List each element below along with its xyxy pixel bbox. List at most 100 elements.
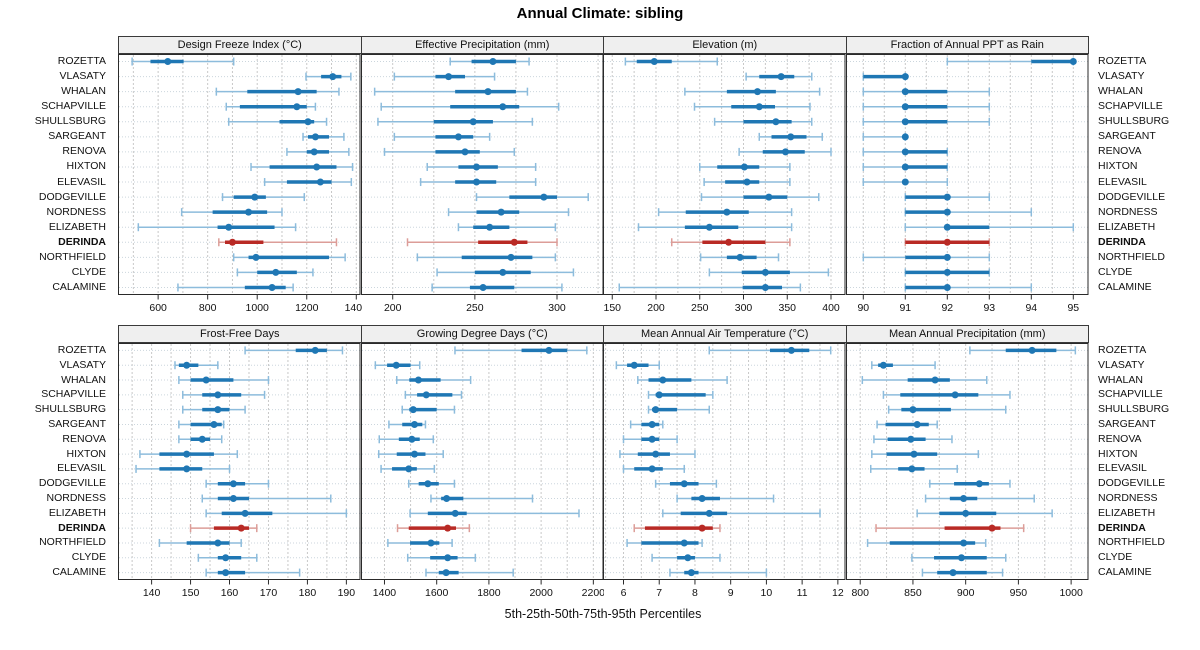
axis-tick-label: 2200 (581, 587, 604, 599)
site-label: NORTHFIELD (1098, 250, 1165, 263)
site-label: SHULLSBURG (1098, 403, 1170, 416)
axis-tick-label: 90 (857, 302, 869, 314)
axis-tick-label: 170 (260, 587, 278, 599)
site-label: VLASATY (59, 358, 107, 371)
axis-tick-label: 300 (735, 302, 753, 314)
site-label: NORDNESS (46, 492, 106, 505)
site-label: RENOVA (1098, 145, 1142, 158)
panel-header: Elevation (m) (603, 36, 847, 54)
chart-title: Annual Climate: sibling (516, 5, 684, 22)
axis-tick-label: 1600 (425, 587, 449, 599)
axis-tick-label: 91 (899, 302, 911, 314)
site-label: NORDNESS (46, 205, 106, 218)
site-label: VLASATY (59, 70, 107, 83)
site-label: CALAMINE (1098, 280, 1152, 293)
panel-header: Design Freeze Index (°C) (118, 36, 362, 54)
site-label: RENOVA (62, 432, 106, 445)
site-label: SCHAPVILLE (1098, 388, 1163, 401)
site-label: WHALAN (61, 85, 106, 98)
site-label: CALAMINE (52, 566, 106, 579)
axis-tick-label: 1400 (345, 302, 362, 314)
site-label: CALAMINE (52, 280, 106, 293)
axis-tick-label: 1400 (372, 587, 396, 599)
site-label: SHULLSBURG (1098, 115, 1170, 128)
panel-header: Fraction of Annual PPT as Rain (845, 36, 1089, 54)
site-label: NORDNESS (1098, 205, 1158, 218)
site-labels-right: ROZETTA VLASATY WHALAN SCHAPVILLE SHULLSBURG… (1092, 343, 1198, 580)
axis-tick-label: 250 (691, 302, 709, 314)
axis-tick-label: 200 (383, 302, 401, 314)
axis-tick-label: 150 (603, 302, 621, 314)
site-label: HIXTON (1098, 160, 1138, 173)
site-label: SCHAPVILLE (1098, 100, 1163, 113)
site-label: SARGEANT (1098, 417, 1156, 430)
site-label: HIXTON (1098, 447, 1138, 460)
panel-plot: 140 150 160 170 180 190 (118, 343, 361, 599)
axis-tick-label: 350 (778, 302, 796, 314)
site-label: DERINDA (1098, 235, 1146, 248)
site-label: ELIZABETH (1098, 506, 1156, 519)
panel-plot: 800 850 900 950 1000 (845, 343, 1088, 599)
x-axis-shared-label: 5th-25th-50th-75th-95th Percentiles (504, 607, 702, 621)
axis-tick-label: 8 (692, 587, 698, 599)
panel-header: Frost-Free Days (118, 325, 362, 343)
panel-plot: 600 800 1000 1200 1400 (118, 54, 362, 314)
axis-tick-label: 950 (1009, 587, 1027, 599)
panel-header: Growing Degree Days (°C) (360, 325, 604, 343)
axis-tick-label: 140 (143, 587, 161, 599)
panel-header: Mean Annual Precipitation (mm) (845, 325, 1089, 343)
site-label: DERINDA (58, 521, 106, 534)
panel-header: Mean Annual Air Temperature (°C) (603, 325, 847, 343)
site-label: ROZETTA (57, 343, 106, 356)
site-label: ELIZABETH (1098, 220, 1156, 233)
site-label: CLYDE (1098, 551, 1133, 564)
site-label: CLYDE (71, 551, 106, 564)
site-label: VLASATY (1098, 358, 1145, 371)
axis-tick-label: 10 (761, 587, 773, 599)
panel-plot: 6 7 8 9 10 11 12 (603, 343, 846, 599)
site-label: SARGEANT (48, 417, 106, 430)
axis-tick-label: 190 (338, 587, 356, 599)
axis-tick-label: 9 (728, 587, 734, 599)
site-label: DODGEVILLE (1098, 190, 1166, 203)
site-label: SHULLSBURG (34, 115, 106, 128)
axis-tick-label: 11 (797, 587, 808, 599)
axis-tick-label: 2000 (529, 587, 553, 599)
site-label: ELEVASIL (57, 175, 106, 188)
axis-tick-label: 150 (182, 587, 200, 599)
site-label: ROZETTA (57, 55, 106, 68)
site-label: SARGEANT (48, 130, 106, 143)
axis-tick-label: 94 (1025, 302, 1037, 314)
site-label: SCHAPVILLE (41, 388, 106, 401)
panel-header: Effective Precipitation (mm) (360, 36, 604, 54)
site-label: ROZETTA (1098, 343, 1147, 356)
site-label: RENOVA (1098, 432, 1142, 445)
axis-tick-label: 900 (956, 587, 974, 599)
site-label: ROZETTA (1098, 55, 1147, 68)
axis-tick-label: 1000 (246, 302, 270, 314)
axis-tick-label: 1000 (1059, 587, 1083, 599)
panel-plot: 90 91 92 93 94 95 (845, 54, 1088, 314)
site-label: HIXTON (66, 160, 106, 173)
site-label: NORTHFIELD (1098, 536, 1165, 549)
site-label: CLYDE (1098, 265, 1133, 278)
panel-plot: 150 200 250 300 350 400 (603, 54, 846, 314)
panel-plot: 1400 1600 1800 2000 2200 (360, 343, 604, 599)
axis-tick-label: 12 (832, 587, 844, 599)
axis-tick-label: 800 (199, 302, 217, 314)
site-label: WHALAN (1098, 85, 1143, 98)
site-label: DODGEVILLE (38, 477, 106, 490)
site-label: NORTHFIELD (39, 536, 106, 549)
axis-tick-label: 250 (466, 302, 484, 314)
site-label: DERINDA (1098, 521, 1146, 534)
site-label: ELIZABETH (48, 220, 106, 233)
axis-tick-label: 400 (822, 302, 840, 314)
site-label: CALAMINE (1098, 566, 1152, 579)
axis-tick-label: 200 (647, 302, 665, 314)
site-label: DERINDA (58, 235, 106, 248)
axis-tick-label: 1200 (295, 302, 319, 314)
site-label: NORDNESS (1098, 492, 1158, 505)
site-labels-left: ROZETTA VLASATY WHALAN SCHAPVILLE SHULLSBURG… (0, 54, 112, 295)
axis-tick-label: 800 (851, 587, 869, 599)
